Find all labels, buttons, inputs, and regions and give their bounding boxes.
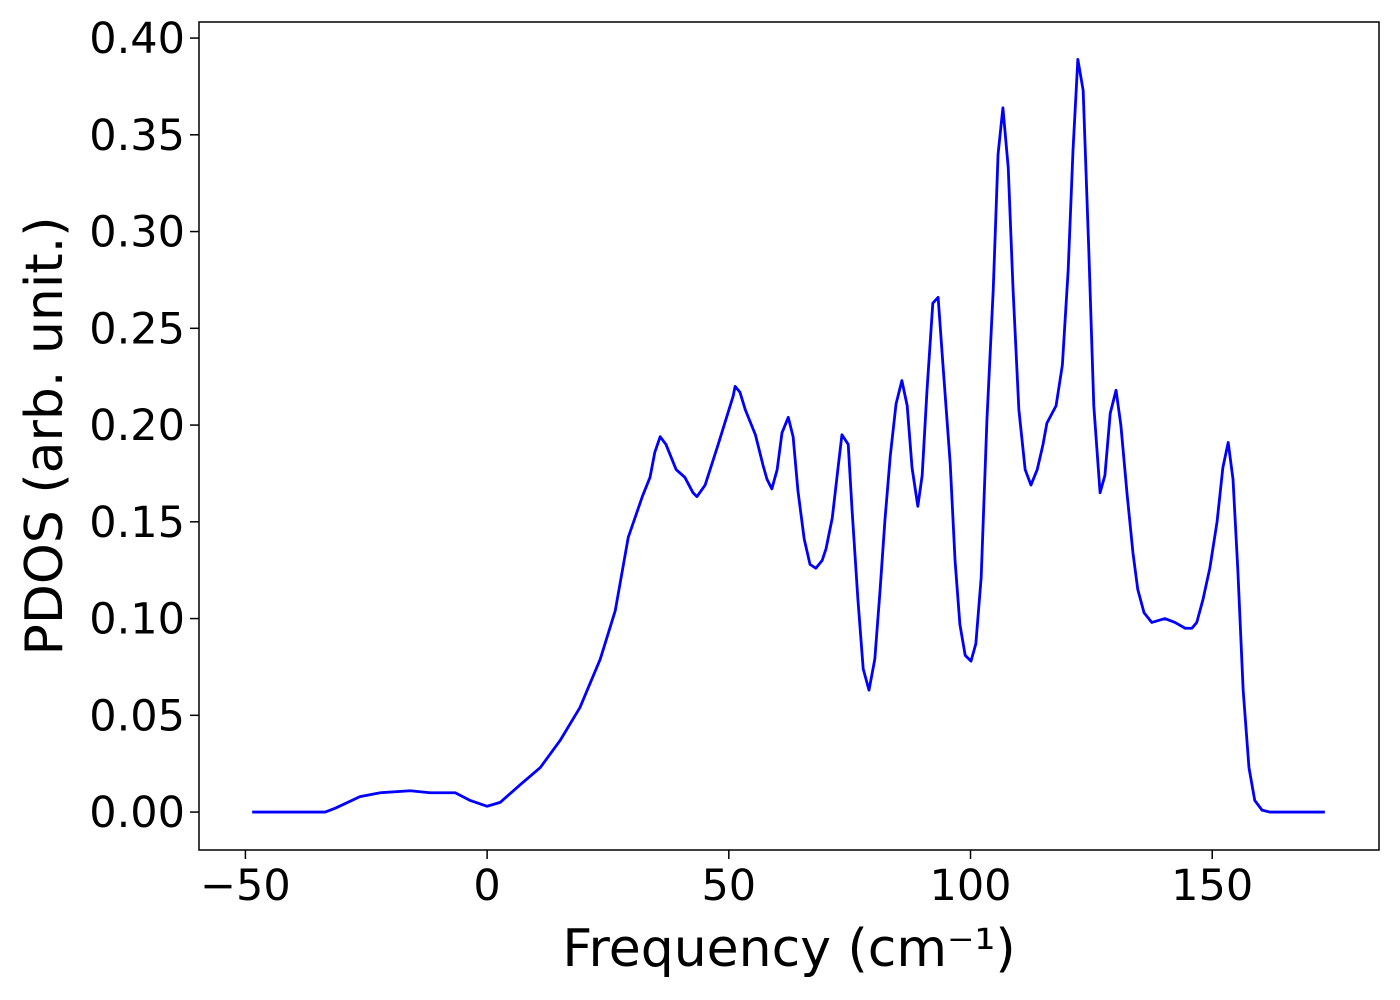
x-tick-label: 50 (701, 861, 756, 911)
y-tick-label: 0.00 (89, 788, 185, 838)
y-tick-label: 0.15 (89, 498, 185, 548)
y-tick-label: 0.10 (89, 595, 185, 645)
x-tick-label: 150 (1171, 861, 1253, 911)
y-tick-label: 0.05 (89, 691, 185, 741)
x-tick-label: −50 (200, 861, 291, 911)
y-tick-label: 0.30 (89, 208, 185, 258)
x-tick-label: 0 (473, 861, 500, 911)
y-tick-label: 0.25 (89, 304, 185, 354)
data-line (252, 57, 1325, 814)
y-axis-label: PDOS (arb. unit.) (15, 216, 75, 655)
x-axis-label: Frequency (cm⁻¹) (562, 919, 1015, 979)
y-tick-label: 0.35 (89, 111, 185, 161)
y-tick-label: 0.20 (89, 401, 185, 451)
plot-frame (198, 21, 1380, 851)
x-tick-label: 100 (929, 861, 1011, 911)
y-tick-label: 0.40 (89, 14, 185, 64)
